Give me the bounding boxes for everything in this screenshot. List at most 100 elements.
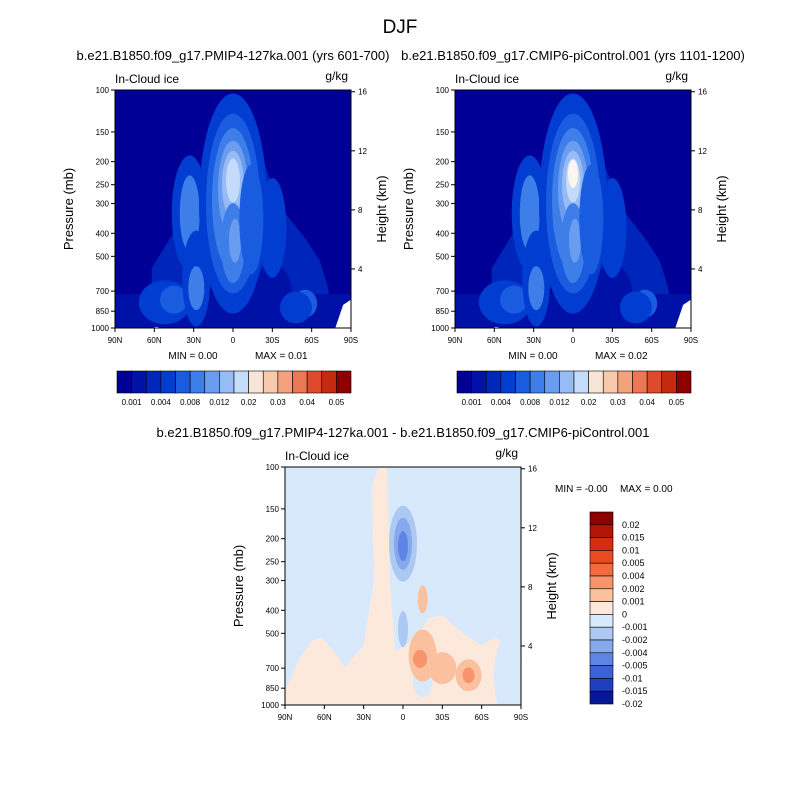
- latitude-tick-label: 90N: [278, 713, 293, 722]
- pressure-tick-label: 100: [266, 463, 280, 472]
- contour-level: [226, 158, 240, 203]
- contour-level: [417, 585, 428, 614]
- latitude-tick-label: 30S: [265, 336, 279, 345]
- colorbar-box: [292, 370, 308, 394]
- height-tick-label: 16: [358, 88, 367, 97]
- latitude-tick-label: 0: [401, 713, 406, 722]
- contour-level: [188, 266, 205, 311]
- pressure-tick-label: 200: [436, 158, 450, 167]
- contour-level: [500, 285, 528, 314]
- colorbar-box: [589, 690, 614, 705]
- colorbar-box: [204, 370, 220, 394]
- colorbar-box: [617, 370, 633, 394]
- panel-2-subtitle: b.e21.B1850.f09_g17.CMIP6-piControl.001 …: [401, 48, 745, 63]
- pressure-tick-label: 500: [96, 252, 110, 261]
- colorbar-label: 0.03: [610, 398, 626, 407]
- pressure-tick-label: 150: [436, 128, 450, 137]
- panel-units-label: g/kg: [665, 69, 688, 83]
- pressure-tick-label: 100: [96, 86, 110, 95]
- colorbar-label: 0.05: [669, 398, 685, 407]
- pressure-tick-label: 400: [266, 606, 280, 615]
- contour-level: [239, 164, 264, 275]
- colorbar-label: 0.01: [622, 545, 640, 555]
- contour-level: [462, 667, 475, 684]
- colorbar-box: [131, 370, 147, 394]
- pressure-tick-label: 250: [266, 558, 280, 567]
- panel-variable-label: In-Cloud ice: [285, 449, 349, 463]
- height-tick-label: 12: [528, 524, 537, 533]
- colorbar-label: -0.01: [622, 673, 643, 683]
- colorbar-difference: 0.02 0.015 0.01 0.005 0.004 0.002 0.001 0 -0.001…: [589, 511, 648, 709]
- colorbar-box: [336, 370, 352, 394]
- height-tick-label: 12: [698, 147, 707, 156]
- colorbar-label: 0.02: [581, 398, 597, 407]
- contour-level: [229, 218, 241, 263]
- contour-level: [413, 649, 428, 668]
- colorbar-box: [589, 626, 614, 641]
- contour-level: [528, 266, 545, 311]
- colorbar-box: [676, 370, 692, 394]
- colorbar-label: 0.004: [622, 571, 645, 581]
- height-tick-label: 8: [528, 583, 533, 592]
- panel-min: MIN = -0.00: [555, 484, 608, 495]
- y-axis-label: Pressure (mb): [61, 168, 76, 250]
- colorbar-box: [632, 370, 648, 394]
- colorbar-box: [515, 370, 531, 394]
- colorbar-box: [661, 370, 677, 394]
- latitude-tick-label: 0: [231, 336, 236, 345]
- colorbar-box: [544, 370, 560, 394]
- contour-level: [398, 611, 408, 648]
- colorbar-label: 0.001: [622, 597, 645, 607]
- contour-level: [493, 636, 521, 705]
- pressure-tick-label: 700: [436, 287, 450, 296]
- colorbar-label: 0.001: [122, 398, 143, 407]
- colorbar-box: [589, 665, 614, 679]
- colorbar-box: [145, 370, 162, 394]
- y-axis-label-right: Height (km): [544, 552, 559, 619]
- colorbar-box: [277, 370, 293, 394]
- missing-data: [335, 299, 351, 328]
- pressure-tick-label: 700: [96, 287, 110, 296]
- latitude-tick-label: 60S: [645, 336, 659, 345]
- panel-variable-label: In-Cloud ice: [115, 72, 179, 86]
- height-tick-label: 16: [528, 465, 537, 474]
- contour-level: [285, 467, 521, 705]
- colorbar-box: [589, 562, 614, 577]
- contour-panel-difference: 100 150 200 250 300 400 500 700 850 1000 16 12 8 4 90N…: [231, 446, 673, 722]
- colorbar-box: [160, 370, 176, 394]
- colorbar-box: [589, 652, 614, 666]
- colorbar-box: [500, 370, 516, 394]
- latitude-tick-label: 0: [571, 336, 576, 345]
- colorbar-label: -0.015: [622, 686, 648, 696]
- latitude-tick-label: 60N: [487, 336, 502, 345]
- colorbar-label: 0.001: [462, 398, 483, 407]
- pressure-tick-label: 100: [436, 86, 450, 95]
- pressure-tick-label: 250: [96, 181, 110, 190]
- latitude-tick-label: 90S: [684, 336, 698, 345]
- height-tick-label: 4: [528, 642, 533, 651]
- pressure-tick-label: 850: [96, 307, 110, 316]
- colorbar-box: [589, 550, 614, 564]
- height-tick-label: 16: [698, 88, 707, 97]
- colorbar-box: [529, 370, 546, 394]
- panel-units-label: g/kg: [325, 69, 348, 83]
- contour-fill: [115, 90, 351, 328]
- pressure-tick-label: 1000: [431, 324, 449, 333]
- missing-data: [494, 326, 499, 328]
- latitude-tick-label: 60S: [305, 336, 319, 345]
- latitude-tick-label: 30N: [526, 336, 541, 345]
- colorbar-pmip4: 0.001 0.004 0.008 0.012 0.02 0.03 0.04 0.05: [116, 370, 352, 407]
- contour-level: [569, 218, 581, 263]
- panel-max: MAX = 0.02: [595, 351, 648, 362]
- colorbar-box: [471, 370, 487, 394]
- colorbar-box: [321, 370, 337, 394]
- colorbar-box: [573, 370, 589, 394]
- y-axis-label: Pressure (mb): [401, 168, 416, 250]
- panel-3-subtitle: b.e21.B1850.f09_g17.PMIP4-127ka.001 - b.…: [157, 425, 650, 440]
- latitude-tick-label: 90N: [448, 336, 463, 345]
- colorbar-label: 0.05: [329, 398, 345, 407]
- panel-max: MAX = 0.00: [620, 484, 673, 495]
- contour-fill: [455, 90, 691, 328]
- pressure-tick-label: 1000: [91, 324, 109, 333]
